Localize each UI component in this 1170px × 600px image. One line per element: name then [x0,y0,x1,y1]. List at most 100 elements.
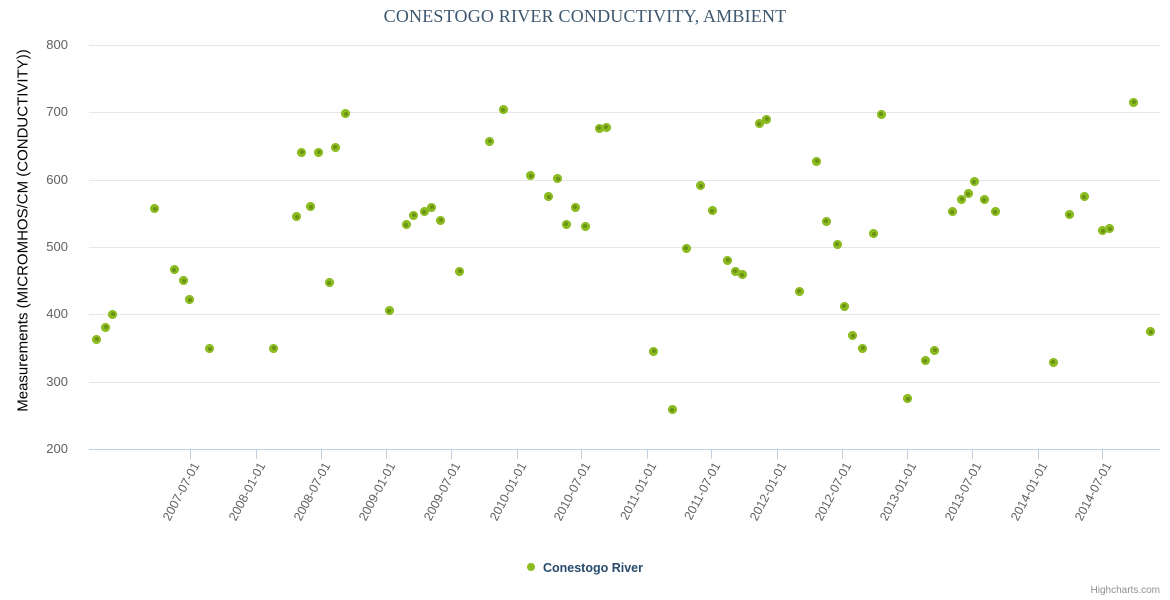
scatter-point[interactable] [185,295,195,305]
x-axis-tick-label: 2009-07-01 [420,460,464,524]
scatter-point[interactable] [737,270,747,280]
x-axis-tick-label: 2012-01-01 [746,460,790,524]
scatter-point[interactable] [963,189,973,199]
scatter-point[interactable] [498,105,508,115]
x-axis-tick-label: 2008-07-01 [290,460,334,524]
scatter-point[interactable] [649,346,659,356]
scatter-point[interactable] [601,122,611,132]
scatter-point[interactable] [979,195,989,205]
scatter-point[interactable] [384,306,394,316]
x-axis-tick-label: 2011-07-01 [681,460,724,523]
scatter-point[interactable] [1105,224,1115,234]
scatter-point[interactable] [297,147,307,157]
x-axis-tick-mark [450,450,452,459]
y-axis-tick-label: 500 [46,239,68,254]
legend-item-conestogo-river[interactable]: Conestogo River [526,560,643,575]
x-axis-tick-mark [1102,450,1104,459]
scatter-point[interactable] [306,202,316,212]
scatter-point[interactable] [1129,97,1139,107]
scatter-point[interactable] [947,207,957,217]
x-axis-tick-mark [711,450,713,459]
scatter-point[interactable] [101,322,111,332]
scatter-point[interactable] [419,207,429,217]
scatter-point[interactable] [169,265,179,275]
gridline [89,45,1160,46]
y-axis-tick-label: 800 [46,37,68,52]
scatter-point[interactable] [730,266,740,276]
scatter-point[interactable] [409,210,419,220]
scatter-point[interactable] [821,216,831,226]
scatter-point[interactable] [832,239,842,249]
scatter-point[interactable] [150,204,160,214]
x-axis-tick-mark [581,450,583,459]
scatter-point[interactable] [427,202,437,212]
scatter-point[interactable] [707,206,717,216]
x-axis-tick-mark [1037,450,1039,459]
scatter-point[interactable] [930,345,940,355]
scatter-point[interactable] [681,243,691,253]
scatter-point[interactable] [903,394,913,403]
scatter-point[interactable] [1048,357,1058,367]
scatter-point[interactable] [876,109,886,119]
x-axis-tick-mark [386,450,388,459]
scatter-point[interactable] [812,156,822,166]
scatter-point[interactable] [179,276,188,286]
x-axis-tick-mark [320,450,322,459]
scatter-point[interactable] [570,202,580,212]
scatter-point[interactable] [920,356,930,366]
scatter-point[interactable] [526,171,536,181]
scatter-point[interactable] [455,266,465,276]
x-axis-tick-label: 2008-01-01 [225,460,269,524]
scatter-point[interactable] [839,301,849,311]
scatter-point[interactable] [544,192,554,201]
scatter-point[interactable] [330,142,340,152]
scatter-point[interactable] [553,174,563,184]
scatter-point[interactable] [957,194,967,204]
scatter-point[interactable] [108,309,118,319]
scatter-point[interactable] [696,181,706,191]
gridline [89,247,1160,248]
scatter-point[interactable] [794,286,804,296]
scatter-point[interactable] [762,114,772,124]
scatter-point[interactable] [314,147,324,157]
scatter-point[interactable] [723,255,733,265]
y-axis-tick-label: 300 [46,373,68,389]
scatter-point[interactable] [869,229,879,239]
y-axis-tick-label: 600 [46,171,68,187]
gridline [89,314,1160,316]
scatter-point[interactable] [561,219,571,229]
chart-title: CONESTOGO RIVER CONDUCTIVITY, AMBIENT [383,6,787,26]
x-axis-tick-mark [516,450,518,459]
x-axis-tick-mark [646,450,648,459]
scatter-point[interactable] [754,119,764,129]
scatter-point[interactable] [324,278,334,288]
y-axis-tick-label: 400 [46,306,68,322]
scatter-point[interactable] [848,331,858,341]
scatter-point[interactable] [858,343,868,353]
x-axis-tick-label: 2014-07-01 [1072,460,1115,524]
scatter-point[interactable] [292,212,302,222]
scatter-point[interactable] [594,123,604,133]
scatter-point[interactable] [485,136,495,146]
credits-link[interactable]: Highcharts.com [1090,585,1160,596]
scatter-point[interactable] [269,343,279,353]
scatter-point[interactable] [1146,327,1156,337]
scatter-point[interactable] [341,109,351,119]
scatter-point[interactable] [436,215,446,225]
x-axis-tick-label: 2011-01-01 [617,460,660,523]
scatter-point[interactable] [580,221,590,231]
scatter-point[interactable] [667,405,677,415]
y-axis-tick-label: 700 [46,104,68,120]
scatter-point[interactable] [1064,210,1074,220]
x-axis-tick-label: 2013-01-01 [877,460,920,524]
scatter-point[interactable] [1079,192,1089,201]
x-axis-tick-label: 2007-07-01 [160,460,203,524]
scatter-point[interactable] [990,207,1000,217]
x-axis-tick-label: 2012-07-01 [811,460,855,524]
scatter-point[interactable] [1098,226,1108,236]
scatter-point[interactable] [205,344,215,354]
scatter-point[interactable] [401,220,411,230]
scatter-point[interactable] [92,334,102,344]
scatter-point[interactable] [969,177,979,187]
